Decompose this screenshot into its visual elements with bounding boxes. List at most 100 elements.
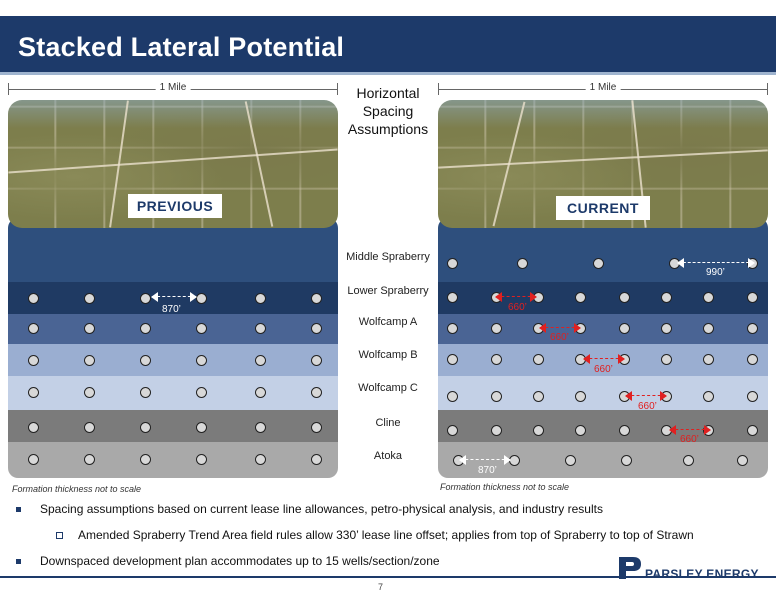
well-marker	[311, 454, 322, 465]
atoka-band	[438, 442, 768, 478]
well-marker	[28, 293, 39, 304]
well-marker	[196, 323, 207, 334]
zone-label-lower-spraberry: Lower Spraberry	[347, 285, 429, 297]
well-marker	[28, 387, 39, 398]
left-mile-ruler: 1 Mile	[8, 82, 338, 96]
right-ruler-label: 1 Mile	[585, 82, 621, 93]
wolfcamp-b-band	[8, 344, 338, 376]
well-marker	[255, 387, 266, 398]
middle-spraberry-spacing-arrow	[677, 258, 755, 268]
right-mile-ruler: 1 Mile	[438, 82, 768, 96]
well-marker	[533, 391, 544, 402]
well-marker	[517, 258, 528, 269]
well-marker	[703, 354, 714, 365]
well-marker	[196, 422, 207, 433]
well-marker	[311, 422, 322, 433]
slide-title: Stacked Lateral Potential	[18, 32, 345, 62]
well-marker	[575, 391, 586, 402]
parsley-p-logo-icon	[615, 553, 775, 581]
well-marker	[311, 355, 322, 366]
well-marker	[575, 292, 586, 303]
well-marker	[447, 391, 458, 402]
well-marker	[447, 425, 458, 436]
wolfcamp-b-spacing-arrow	[583, 354, 625, 364]
well-marker	[447, 323, 458, 334]
wolfcamp-c-band	[8, 376, 338, 410]
well-marker	[621, 455, 632, 466]
well-marker	[255, 355, 266, 366]
previous-cross-section: 870’	[8, 218, 338, 478]
cline-spacing-label: 660’	[680, 434, 699, 445]
wolfcamp-c-band	[438, 376, 768, 410]
wolfcamp-a-band	[438, 314, 768, 344]
well-marker	[311, 387, 322, 398]
well-marker	[491, 391, 502, 402]
cline-spacing-arrow	[669, 425, 711, 435]
well-marker	[703, 391, 714, 402]
sub-bullet-marker	[56, 532, 63, 539]
well-marker	[255, 323, 266, 334]
well-marker	[255, 454, 266, 465]
well-marker	[619, 425, 630, 436]
well-marker	[703, 292, 714, 303]
well-marker	[255, 293, 266, 304]
well-marker	[140, 323, 151, 334]
lower-spraberry-band	[8, 282, 338, 314]
well-marker	[84, 387, 95, 398]
well-marker	[565, 455, 576, 466]
well-marker	[84, 293, 95, 304]
well-marker	[491, 323, 502, 334]
zone-label-wolfcamp-b: Wolfcamp B	[358, 349, 418, 361]
wolfcamp-c-spacing-label: 660’	[638, 401, 657, 412]
left-spacing-arrow	[151, 292, 197, 302]
well-marker	[84, 355, 95, 366]
well-marker	[533, 354, 544, 365]
wolfcamp-a-spacing-label: 660’	[550, 332, 569, 343]
well-marker	[84, 454, 95, 465]
cline-band	[8, 410, 338, 442]
well-marker	[619, 292, 630, 303]
well-marker	[196, 355, 207, 366]
well-marker	[311, 323, 322, 334]
bullet-marker	[16, 559, 21, 564]
well-marker	[491, 354, 502, 365]
lower-spraberry-spacing-label: 660’	[508, 302, 527, 313]
lower-spraberry-spacing-arrow	[495, 292, 537, 302]
middle-spraberry-band	[8, 218, 338, 282]
middle-spraberry-band	[438, 218, 768, 282]
wolfcamp-b-spacing-label: 660’	[594, 364, 613, 375]
well-marker	[447, 258, 458, 269]
well-marker	[661, 354, 672, 365]
well-marker	[747, 425, 758, 436]
wolfcamp-a-spacing-arrow	[539, 323, 581, 333]
bullet-amended-field-rules: Amended Spraberry Trend Area field rules…	[78, 528, 694, 542]
well-marker	[84, 422, 95, 433]
zone-label-cline: Cline	[375, 417, 401, 429]
well-marker	[140, 293, 151, 304]
lower-spraberry-band	[438, 282, 768, 314]
header-accent-line	[0, 72, 776, 75]
well-marker	[84, 323, 95, 334]
zone-label-wolfcamp-a: Wolfcamp A	[358, 316, 418, 328]
well-marker	[196, 454, 207, 465]
current-cross-section: 990’ 660’ 660’ 660’ 660’ 660’ 870’	[438, 218, 768, 478]
well-marker	[255, 422, 266, 433]
well-marker	[747, 292, 758, 303]
well-marker	[28, 323, 39, 334]
right-footnote: Formation thickness not to scale	[440, 482, 570, 492]
bullet-spacing-assumptions: Spacing assumptions based on current lea…	[40, 502, 603, 516]
title-bar	[0, 16, 776, 72]
well-marker	[140, 387, 151, 398]
current-badge: CURRENT	[556, 196, 650, 220]
well-marker	[747, 354, 758, 365]
well-marker	[703, 323, 714, 334]
atoka-band	[8, 442, 338, 478]
bullet-marker	[16, 507, 21, 512]
zone-label-wolfcamp-c: Wolfcamp C	[358, 382, 418, 394]
well-marker	[619, 323, 630, 334]
well-marker	[28, 355, 39, 366]
well-marker	[140, 422, 151, 433]
well-marker	[661, 323, 672, 334]
well-marker	[140, 355, 151, 366]
well-marker	[491, 425, 502, 436]
